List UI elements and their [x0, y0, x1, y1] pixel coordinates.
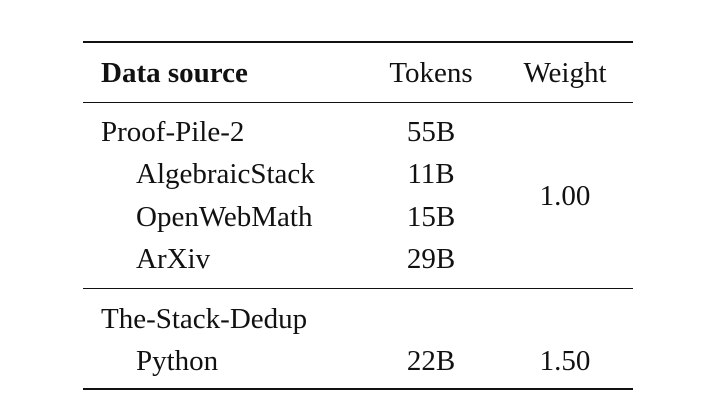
header-tokens: Tokens	[389, 57, 473, 89]
group-tokens-proof-pile-2: 55B	[406, 116, 456, 148]
group-name-the-stack-dedup: The-Stack-Dedup	[101, 303, 308, 335]
bottom-rule	[83, 388, 633, 390]
group-name-proof-pile-2: Proof-Pile-2	[101, 116, 245, 148]
top-rule	[83, 41, 633, 43]
subsource-name-arxiv: ArXiv	[136, 243, 211, 275]
group-weight-the-stack-dedup: 1.50	[539, 345, 591, 377]
subsource-tokens-algebraicstack: 11B	[407, 158, 455, 190]
header-data-source: Data source	[101, 57, 248, 89]
subsource-name-openwebmath: OpenWebMath	[136, 201, 313, 233]
group-weight-proof-pile-2: 1.00	[539, 180, 591, 212]
subsource-tokens-arxiv: 29B	[406, 243, 456, 275]
header-rule	[83, 102, 633, 104]
subsource-tokens-python: 22B	[406, 345, 456, 377]
subsource-tokens-openwebmath: 15B	[406, 201, 456, 233]
subsource-name-algebraicstack: AlgebraicStack	[136, 158, 315, 190]
subsource-name-python: Python	[136, 345, 219, 377]
group-separator-rule	[83, 288, 633, 290]
header-weight: Weight	[523, 57, 607, 89]
